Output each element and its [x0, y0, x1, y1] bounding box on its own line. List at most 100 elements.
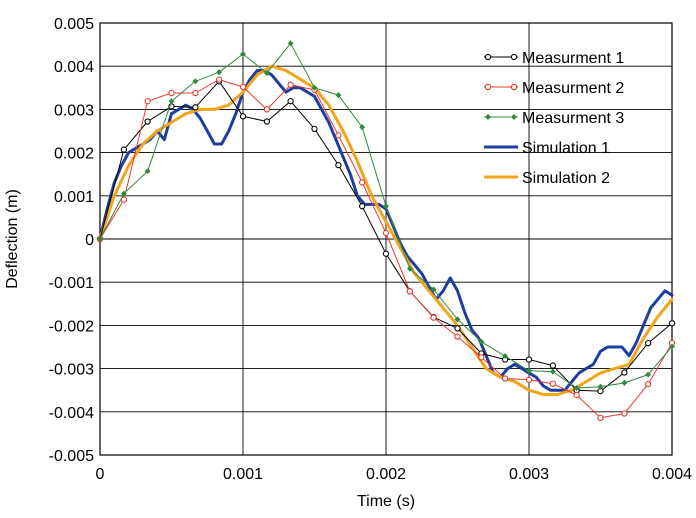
data-point [120, 190, 127, 197]
data-point [335, 92, 342, 99]
data-point [239, 113, 247, 120]
x-tick-label: 0.003 [509, 466, 549, 483]
data-point [311, 84, 318, 91]
data-point [573, 385, 580, 392]
data-point [454, 325, 461, 332]
data-point [144, 118, 151, 125]
legend-item: Measurment 2 [484, 80, 624, 97]
data-point [263, 106, 271, 113]
data-point [645, 371, 652, 378]
legend-item: Measurment 1 [484, 50, 624, 67]
data-point [383, 203, 389, 210]
legend-item: Simulation 2 [484, 170, 610, 187]
data-point [597, 414, 604, 421]
data-point [382, 250, 390, 257]
data-point [358, 203, 366, 210]
x-tick-label: 0.004 [652, 466, 692, 483]
data-point [525, 356, 533, 363]
data-point [120, 146, 128, 153]
data-point [287, 40, 294, 47]
x-axis-ticks: 0 0.001 0.002 0.003 0.004 [96, 466, 693, 483]
data-point [287, 81, 294, 88]
data-point [168, 98, 175, 105]
legend-label: Measurment 1 [522, 50, 624, 67]
y-tick-label: 0.004 [54, 59, 94, 76]
data-point [144, 168, 151, 175]
x-tick-label: 0.001 [223, 466, 263, 483]
data-point [669, 343, 675, 350]
data-point [525, 376, 533, 383]
data-point [311, 125, 318, 132]
legend-marker [484, 83, 492, 91]
legend-marker [510, 53, 518, 61]
data-point [549, 380, 557, 387]
legend: Measurment 1 Measurment 2 Measurment 3 Simu… [484, 50, 624, 187]
y-tick-label: 0.003 [54, 102, 94, 119]
data-point [192, 78, 199, 85]
data-point [359, 124, 366, 131]
data-point [621, 379, 628, 386]
x-axis-title: Time (s) [357, 493, 415, 510]
y-axis-ticks: 0.005 0.004 0.003 0.002 0.001 0 -0.001 -0.002 -0… [49, 16, 94, 465]
legend-label: Measurment 3 [522, 110, 624, 127]
data-point [144, 98, 151, 105]
data-point [573, 391, 580, 399]
series-layer [96, 40, 676, 421]
y-tick-label: -0.001 [49, 275, 94, 292]
data-point [263, 118, 271, 125]
y-axis-title: Deflection (m) [4, 189, 21, 289]
data-point [382, 229, 390, 237]
data-point [263, 70, 270, 77]
data-point [192, 104, 199, 111]
data-point [454, 316, 461, 323]
data-point [644, 339, 652, 347]
data-point [215, 76, 223, 83]
data-point [668, 320, 676, 327]
data-point [549, 368, 556, 375]
legend-marker [484, 53, 492, 61]
data-point [478, 354, 485, 361]
legend-marker [511, 114, 517, 120]
data-point [335, 132, 342, 139]
legend-label: Simulation 2 [522, 170, 610, 187]
data-point [120, 196, 128, 203]
y-tick-label: -0.003 [49, 362, 94, 379]
legend-marker [510, 83, 518, 91]
legend-label: Measurment 2 [522, 80, 624, 97]
data-point [430, 314, 437, 321]
y-tick-label: -0.005 [49, 448, 94, 465]
data-point [549, 362, 557, 369]
legend-label: Simulation 1 [522, 140, 610, 157]
y-tick-label: -0.004 [49, 405, 94, 422]
data-point [502, 353, 509, 360]
data-point [168, 89, 175, 97]
data-point [644, 381, 652, 388]
data-point [240, 51, 246, 58]
series-2 [96, 76, 676, 421]
data-point [478, 338, 485, 345]
data-point [335, 161, 342, 169]
y-tick-label: 0.001 [54, 189, 94, 206]
legend-marker [485, 114, 491, 120]
data-point [597, 383, 604, 390]
x-tick-label: 0 [96, 466, 105, 483]
data-point [526, 367, 532, 374]
data-point [621, 410, 628, 417]
y-tick-label: 0.002 [54, 146, 94, 163]
y-tick-label: 0 [85, 232, 94, 249]
data-point [239, 83, 247, 91]
data-point [406, 265, 413, 272]
data-point [287, 98, 294, 105]
data-point [358, 179, 366, 186]
data-point [454, 333, 461, 340]
series-3 [97, 40, 675, 392]
data-point [216, 69, 223, 76]
data-point [97, 236, 103, 242]
legend-item: Measurment 3 [484, 110, 624, 127]
x-tick-label: 0.002 [366, 466, 406, 483]
y-tick-label: -0.002 [49, 318, 94, 335]
data-point [406, 288, 414, 295]
y-tick-label: 0.005 [54, 16, 94, 33]
data-point [621, 369, 628, 376]
